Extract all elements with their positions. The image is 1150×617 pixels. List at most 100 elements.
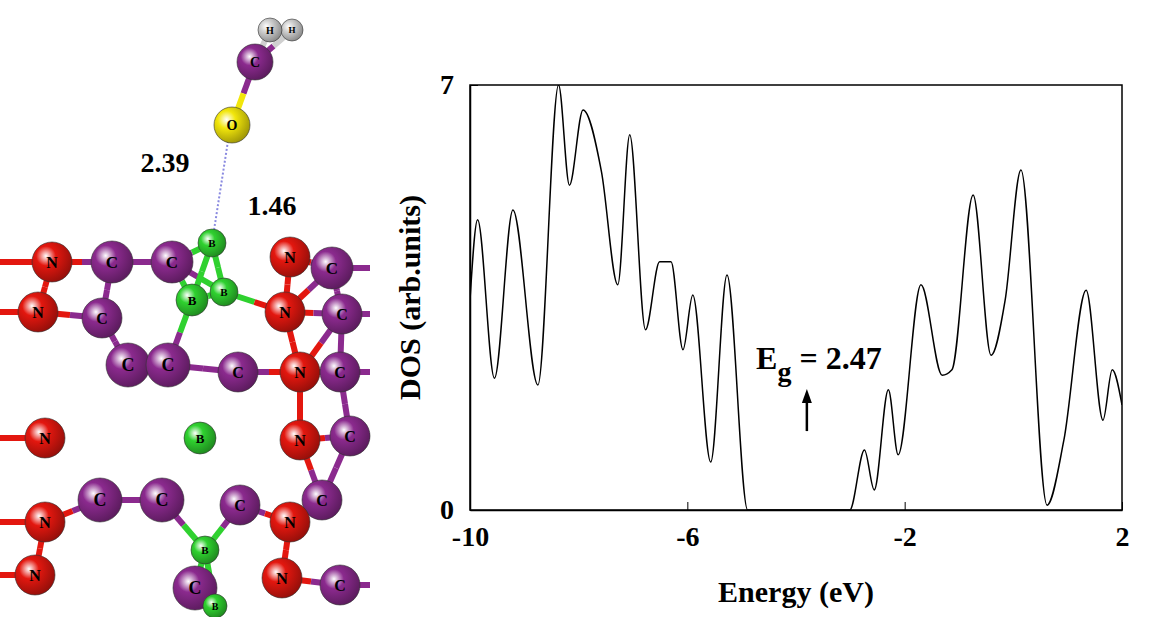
y-tick-mark	[470, 85, 478, 86]
atom-label: N	[279, 304, 291, 321]
x-tick: -6	[676, 502, 699, 552]
atom: N	[25, 418, 65, 458]
atom-sphere	[280, 352, 320, 392]
atom-sphere	[151, 241, 193, 283]
atom-sphere	[78, 478, 122, 522]
atom: C	[151, 241, 193, 283]
annotation-text: E	[756, 340, 777, 376]
atom: H	[258, 18, 282, 42]
atom: N	[280, 420, 320, 460]
x-tick-label: -6	[676, 521, 699, 552]
plot-area	[470, 85, 1122, 510]
atom-label: C	[334, 577, 346, 594]
atom: C	[146, 343, 190, 387]
atom-label: C	[326, 259, 338, 278]
bonds	[0, 30, 370, 606]
atom-sphere	[15, 555, 55, 595]
atom-label: C	[316, 492, 328, 509]
atom: C	[78, 478, 122, 522]
atom: C	[237, 44, 273, 80]
atom-label: C	[189, 578, 202, 598]
atom: C	[220, 485, 260, 525]
atom-sphere	[258, 18, 282, 42]
atom-label: N	[284, 249, 296, 266]
atom: B	[198, 229, 226, 257]
atom-sphere	[320, 352, 360, 392]
atom-label: N	[32, 304, 44, 321]
atom-sphere	[140, 478, 184, 522]
atom-label: C	[232, 364, 244, 381]
atom: N	[15, 555, 55, 595]
atom-sphere	[265, 292, 305, 332]
atom-sphere	[25, 418, 65, 458]
atom-sphere	[270, 237, 310, 277]
interaction-line	[212, 141, 228, 243]
atom: N	[265, 292, 305, 332]
atom: N	[270, 502, 310, 542]
atom: B	[184, 422, 216, 454]
atom-label: N	[46, 254, 58, 271]
annotation: Eg = 2.47	[756, 340, 882, 387]
atom: B	[203, 594, 227, 617]
atom-sphere	[218, 352, 258, 392]
atom-label: B	[201, 544, 209, 556]
atom: C	[82, 298, 122, 338]
atom-sphere	[25, 502, 65, 542]
canvas: HHCONCCBNCNCBBNCCCCNCNBNCCCCCNNBNCNCB2.3…	[0, 0, 1150, 617]
annotation-suffix: = 2.47	[799, 340, 881, 376]
atom: N	[262, 558, 302, 598]
atom-label: N	[294, 364, 306, 381]
atom-sphere	[214, 107, 250, 143]
atom-sphere	[237, 44, 273, 80]
atom-label: C	[334, 364, 346, 381]
atom-label: N	[276, 570, 288, 587]
atom-sphere	[330, 416, 370, 456]
atom: C	[91, 241, 133, 283]
atom-sphere	[322, 294, 362, 334]
annotation-subscript: g	[777, 356, 791, 387]
y-tick: 0	[440, 494, 478, 525]
atom: C	[330, 416, 370, 456]
bond-length-label: 2.39	[141, 147, 190, 178]
atom: N	[18, 292, 58, 332]
atom-sphere	[176, 284, 208, 316]
bond-length-label: 1.46	[248, 190, 297, 221]
x-tick-label: -10	[452, 521, 489, 552]
atom: B	[176, 284, 208, 316]
atom-sphere	[281, 19, 303, 41]
x-tick-label: -2	[894, 521, 917, 552]
atom-label: C	[156, 490, 169, 510]
x-axis-title: Energy (eV)	[718, 575, 874, 609]
atom: C	[311, 247, 353, 289]
x-tick-mark	[905, 502, 906, 510]
atom: C	[320, 565, 360, 605]
atom-label: O	[227, 118, 238, 133]
dos-line	[470, 85, 1122, 510]
atom-sphere	[203, 594, 227, 617]
atom-sphere	[311, 247, 353, 289]
atom: N	[32, 242, 72, 282]
atom-sphere	[220, 485, 260, 525]
atom-label: H	[266, 25, 274, 36]
atom-sphere	[320, 565, 360, 605]
atom-label: N	[284, 514, 296, 531]
atom-sphere	[191, 536, 219, 564]
atom: C	[140, 478, 184, 522]
atom-sphere	[262, 558, 302, 598]
atom: C	[320, 352, 360, 392]
atom-label: B	[188, 293, 197, 308]
atom-sphere	[146, 343, 190, 387]
atom-label: C	[96, 310, 108, 327]
atom: B	[210, 278, 238, 306]
atom-label: B	[196, 431, 205, 446]
y-tick-label: 0	[440, 494, 454, 525]
atom: C	[322, 294, 362, 334]
atom-label: B	[208, 237, 216, 249]
atom: N	[270, 237, 310, 277]
atoms: HHCONCCBNCNCBBNCCCCNCNBNCCCCCNNBNCNCB	[15, 18, 370, 617]
atom-label: C	[250, 55, 260, 70]
y-tick-mark	[470, 510, 478, 511]
atom-label: C	[106, 253, 118, 272]
atom-label: B	[212, 601, 219, 612]
atom: C	[218, 352, 258, 392]
